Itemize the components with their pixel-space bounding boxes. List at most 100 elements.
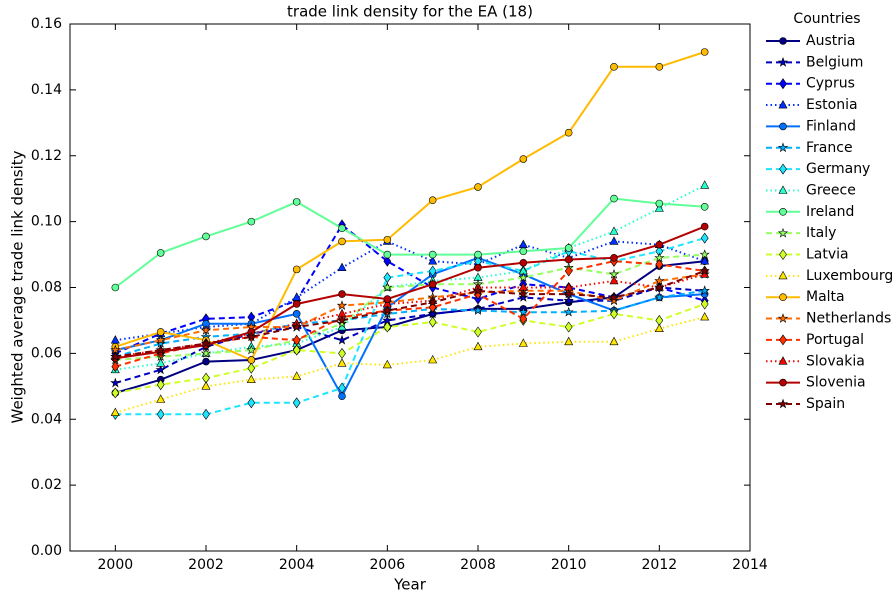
- data-point: [428, 250, 437, 259]
- legend-marker: [777, 398, 789, 409]
- legend-label: Malta: [806, 289, 845, 305]
- x-tick-label: 2002: [188, 557, 224, 573]
- data-point: [200, 324, 212, 335]
- data-point: [474, 263, 482, 272]
- data-point: [564, 128, 573, 137]
- data-point: [292, 371, 302, 380]
- legend-label: Germany: [806, 161, 870, 177]
- legend-marker: [779, 293, 787, 302]
- legend-marker: [777, 313, 789, 323]
- data-point: [292, 265, 301, 274]
- data-point: [110, 407, 120, 417]
- data-point: [474, 326, 482, 338]
- data-point: [654, 323, 664, 333]
- legend-label: Greece: [806, 182, 856, 198]
- legend-marker: [777, 227, 789, 238]
- data-point: [156, 408, 165, 420]
- x-axis-label: Year: [393, 576, 427, 594]
- legend-label: Latvia: [806, 247, 849, 263]
- data-point: [654, 282, 665, 292]
- legend-marker: [778, 270, 788, 280]
- data-point: [700, 298, 709, 310]
- data-point: [564, 321, 573, 333]
- data-point: [699, 249, 710, 259]
- data-point: [110, 377, 121, 388]
- legend-marker: [779, 122, 787, 131]
- series-line: [115, 286, 705, 384]
- legend-title: Countries: [793, 11, 860, 27]
- x-tick-label: 2004: [279, 557, 315, 573]
- series-line: [115, 253, 705, 361]
- data-point: [428, 280, 437, 289]
- data-point: [519, 258, 528, 267]
- data-point: [201, 381, 211, 390]
- data-point: [291, 321, 302, 332]
- data-point: [338, 224, 346, 233]
- data-point: [610, 194, 618, 203]
- y-tick-label: 0.14: [31, 82, 62, 98]
- data-point: [336, 300, 348, 311]
- y-tick-label: 0.16: [31, 16, 62, 32]
- data-point: [202, 232, 210, 241]
- data-point: [383, 295, 392, 303]
- y-tick-label: 0.00: [31, 543, 62, 559]
- data-point: [200, 338, 212, 348]
- data-point: [609, 336, 619, 346]
- data-point: [292, 397, 301, 409]
- data-point: [608, 292, 620, 302]
- data-point: [518, 291, 529, 302]
- data-point: [155, 344, 166, 355]
- data-point: [200, 348, 212, 358]
- data-point: [156, 249, 165, 257]
- data-point: [247, 397, 256, 409]
- series-line: [114, 197, 705, 289]
- data-point: [519, 155, 528, 163]
- data-point: [655, 258, 664, 270]
- data-point: [110, 351, 121, 362]
- data-point: [700, 203, 709, 211]
- legend-marker: [777, 142, 789, 153]
- series-line: [115, 184, 706, 371]
- data-point: [338, 290, 346, 298]
- legend-marker: [779, 208, 787, 216]
- data-point: [111, 361, 120, 373]
- series-line: [115, 240, 706, 342]
- data-point: [156, 328, 165, 336]
- data-point: [292, 310, 301, 318]
- legend-label: Portugal: [806, 332, 864, 348]
- series-line: [115, 260, 705, 394]
- data-point: [428, 256, 438, 265]
- data-point: [699, 285, 710, 296]
- data-point: [563, 306, 574, 317]
- data-point: [609, 226, 619, 235]
- data-point: [247, 362, 256, 374]
- series-line: [115, 273, 705, 352]
- data-point: [472, 285, 484, 296]
- data-point: [246, 344, 257, 355]
- data-point: [700, 232, 709, 244]
- series-line: [115, 289, 705, 358]
- data-point: [473, 341, 483, 351]
- y-tick-label: 0.04: [31, 411, 62, 427]
- x-tick-label: 2006: [370, 557, 406, 573]
- legend-label: Slovakia: [806, 353, 865, 369]
- legend-label: Ireland: [806, 204, 854, 220]
- data-point: [338, 347, 346, 359]
- y-tick-label: 0.10: [31, 214, 62, 230]
- data-point: [610, 308, 618, 320]
- data-point: [155, 334, 166, 345]
- data-point: [427, 308, 438, 319]
- data-point: [246, 331, 257, 342]
- data-point: [564, 244, 573, 252]
- data-point: [336, 315, 348, 325]
- legend-label: Luxembourg: [806, 268, 892, 284]
- legend-label: Austria: [806, 33, 855, 49]
- data-point: [700, 48, 709, 56]
- data-point: [382, 305, 393, 315]
- data-point: [292, 334, 301, 346]
- legend-label: Finland: [806, 118, 856, 134]
- data-point: [427, 296, 438, 307]
- data-point: [247, 356, 256, 364]
- data-point: [472, 305, 484, 315]
- data-point: [609, 275, 619, 285]
